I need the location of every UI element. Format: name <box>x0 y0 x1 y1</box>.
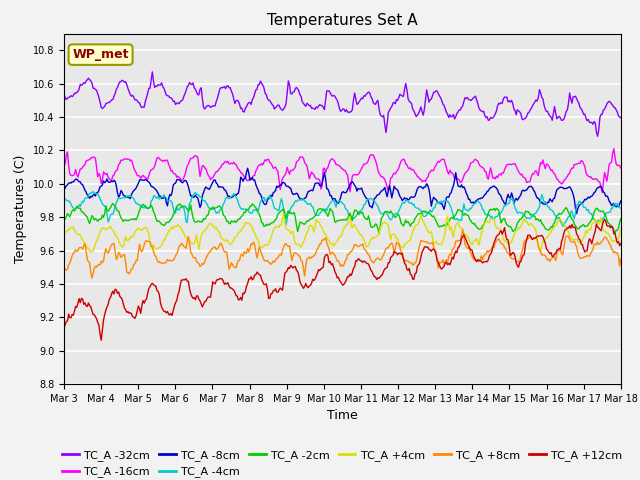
TC_A -4cm <box>559 223 566 229</box>
TC_A +4cm <box>568 237 576 242</box>
TC_A -8cm <box>296 196 304 202</box>
TC_A +4cm <box>60 233 68 239</box>
TC_A +12cm <box>373 276 381 282</box>
TC_A -16cm <box>610 146 618 152</box>
TC_A -4cm <box>470 201 478 207</box>
TC_A +8cm <box>472 256 479 262</box>
TC_A -32cm <box>296 92 304 97</box>
TC_A +8cm <box>568 239 576 245</box>
TC_A -16cm <box>372 158 380 164</box>
TC_A -8cm <box>373 193 381 199</box>
TC_A -2cm <box>373 222 381 228</box>
TC_A +12cm <box>60 325 68 331</box>
TC_A -2cm <box>109 201 116 206</box>
TC_A -8cm <box>567 186 575 192</box>
TC_A +12cm <box>601 216 609 222</box>
TC_A +4cm <box>296 243 304 249</box>
TC_A -32cm <box>617 115 625 120</box>
TC_A -16cm <box>60 163 68 168</box>
TC_A -4cm <box>234 200 242 206</box>
TC_A -8cm <box>60 187 68 192</box>
Line: TC_A -16cm: TC_A -16cm <box>64 149 621 192</box>
Line: TC_A -2cm: TC_A -2cm <box>64 204 621 234</box>
TC_A -4cm <box>296 197 304 203</box>
TC_A +4cm <box>470 237 478 243</box>
TC_A -4cm <box>617 205 625 211</box>
TC_A -16cm <box>598 190 606 195</box>
TC_A -16cm <box>469 159 477 165</box>
TC_A -2cm <box>234 216 242 222</box>
TC_A -32cm <box>567 96 575 102</box>
Legend: TC_A -32cm, TC_A -16cm, TC_A -8cm, TC_A -4cm, TC_A -2cm, TC_A +4cm, TC_A +8cm, T: TC_A -32cm, TC_A -16cm, TC_A -8cm, TC_A … <box>58 445 627 480</box>
TC_A +8cm <box>459 227 467 232</box>
Line: TC_A -8cm: TC_A -8cm <box>64 168 621 214</box>
TC_A +8cm <box>617 256 625 262</box>
TC_A -8cm <box>244 165 252 171</box>
Title: Temperatures Set A: Temperatures Set A <box>267 13 418 28</box>
TC_A -4cm <box>568 208 576 214</box>
TC_A -8cm <box>399 196 407 202</box>
TC_A -16cm <box>295 157 303 163</box>
TC_A +4cm <box>234 233 241 239</box>
TC_A +12cm <box>296 279 304 285</box>
TC_A -4cm <box>373 202 381 207</box>
Text: WP_met: WP_met <box>72 48 129 61</box>
TC_A -2cm <box>60 217 68 223</box>
TC_A -16cm <box>234 164 241 170</box>
TC_A -2cm <box>401 220 408 226</box>
TC_A -8cm <box>617 198 625 204</box>
TC_A +8cm <box>296 253 304 259</box>
TC_A +8cm <box>373 256 381 262</box>
TC_A -2cm <box>296 219 304 225</box>
TC_A -32cm <box>470 95 478 100</box>
TC_A -2cm <box>472 223 479 228</box>
TC_A +12cm <box>617 240 625 246</box>
TC_A -8cm <box>573 211 580 216</box>
TC_A +8cm <box>88 275 96 281</box>
TC_A -8cm <box>470 201 478 206</box>
TC_A -2cm <box>375 231 383 237</box>
TC_A -16cm <box>566 170 573 176</box>
Line: TC_A +8cm: TC_A +8cm <box>64 229 621 278</box>
TC_A +8cm <box>60 266 68 272</box>
TC_A -32cm <box>594 133 602 139</box>
Line: TC_A +4cm: TC_A +4cm <box>64 214 621 252</box>
TC_A -32cm <box>234 98 242 104</box>
TC_A +12cm <box>470 254 478 260</box>
X-axis label: Time: Time <box>327 409 358 422</box>
Line: TC_A -32cm: TC_A -32cm <box>64 72 621 136</box>
TC_A -2cm <box>617 216 625 221</box>
TC_A -4cm <box>399 200 407 205</box>
TC_A -16cm <box>617 165 625 171</box>
TC_A -8cm <box>234 191 241 197</box>
TC_A -4cm <box>60 195 68 201</box>
TC_A +4cm <box>537 249 545 254</box>
Y-axis label: Temperatures (C): Temperatures (C) <box>14 155 28 263</box>
TC_A -2cm <box>568 216 576 222</box>
TC_A +4cm <box>373 233 381 239</box>
TC_A -32cm <box>373 99 381 105</box>
TC_A +12cm <box>567 225 575 231</box>
Line: TC_A -4cm: TC_A -4cm <box>64 192 621 226</box>
TC_A +8cm <box>399 256 407 262</box>
TC_A -16cm <box>399 157 406 163</box>
TC_A +4cm <box>399 244 407 250</box>
TC_A +12cm <box>234 297 242 303</box>
TC_A +12cm <box>399 256 407 262</box>
TC_A +4cm <box>617 227 625 233</box>
TC_A -32cm <box>60 92 68 98</box>
TC_A +12cm <box>97 337 105 343</box>
TC_A -4cm <box>89 189 97 194</box>
TC_A +4cm <box>280 211 287 216</box>
TC_A -32cm <box>399 94 407 99</box>
TC_A -32cm <box>148 69 156 75</box>
TC_A +8cm <box>234 258 242 264</box>
Line: TC_A +12cm: TC_A +12cm <box>64 219 621 340</box>
